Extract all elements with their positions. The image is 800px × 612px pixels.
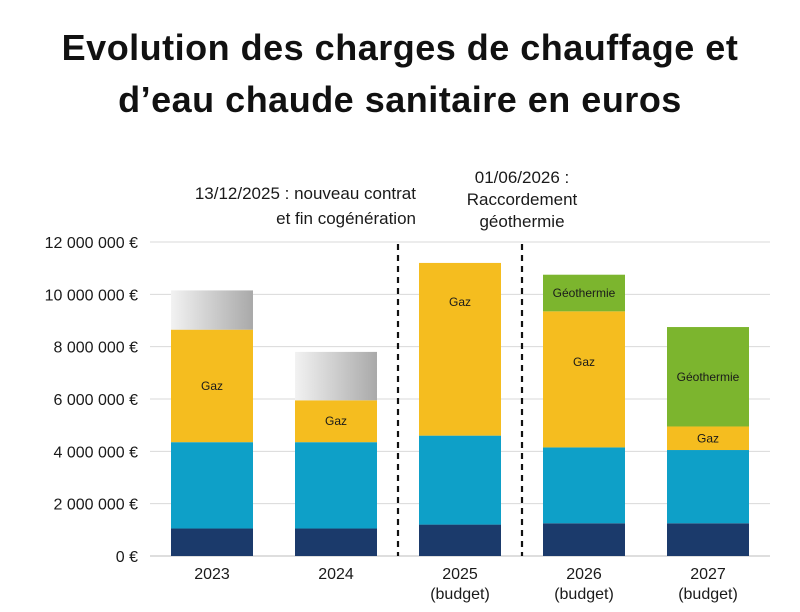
bar-segment-blue bbox=[543, 447, 625, 524]
y-tick-label: 4 000 000 € bbox=[53, 444, 138, 461]
bar-segment-geothermie bbox=[667, 327, 749, 427]
bar-segment-blue bbox=[419, 435, 501, 525]
x-category-sublabel: (budget) bbox=[554, 586, 614, 603]
bar-segment-gaz bbox=[667, 426, 749, 451]
segment-label-gaz: Gaz bbox=[325, 414, 347, 428]
bar-segment-gaz bbox=[171, 329, 253, 443]
segment-label-gaz: Gaz bbox=[573, 355, 595, 369]
bar-segment-grey bbox=[295, 351, 377, 401]
chart-title: Evolution des charges de chauffage et d’… bbox=[0, 22, 800, 126]
y-tick-label: 2 000 000 € bbox=[53, 497, 138, 514]
y-tick-label: 8 000 000 € bbox=[53, 340, 138, 357]
segment-label-gaz: Gaz bbox=[201, 379, 223, 393]
x-category-label: 2026 bbox=[566, 566, 602, 583]
bar-segment-blue bbox=[295, 442, 377, 529]
y-tick-label: 6 000 000 € bbox=[53, 392, 138, 409]
bar-segment-gaz bbox=[295, 400, 377, 443]
bar-segment-gaz bbox=[419, 262, 501, 436]
bar-segment-geothermie bbox=[543, 274, 625, 312]
segment-labels: Gaz Gaz Gaz Gaz Géothermie Gaz Géothermie bbox=[201, 286, 740, 445]
bar-segment-gaz bbox=[543, 311, 625, 448]
annotation-line: et fin cogénération bbox=[276, 209, 416, 228]
segment-label-geothermie: Géothermie bbox=[553, 286, 616, 300]
x-category-label: 2027 bbox=[690, 566, 726, 583]
bar-segment-base bbox=[419, 524, 501, 556]
x-category-label: 2025 bbox=[442, 566, 478, 583]
bars bbox=[171, 262, 749, 556]
title-line-1: Evolution des charges de chauffage et bbox=[61, 27, 739, 68]
annotation-line: 13/12/2025 : nouveau contrat bbox=[195, 184, 416, 203]
annotations: 13/12/2025 : nouveau contrat et fin cogén… bbox=[195, 168, 578, 231]
segment-label-geothermie: Géothermie bbox=[677, 370, 740, 384]
bar-segment-base bbox=[295, 528, 377, 556]
x-category-label: 2024 bbox=[318, 566, 354, 583]
bar-segment-base bbox=[543, 523, 625, 556]
x-axis-categories: 2023 2024 2025 (budget) 2026 (budget) 2027 (bud… bbox=[194, 566, 738, 603]
title-line-2: d’eau chaude sanitaire en euros bbox=[118, 79, 682, 120]
y-tick-label: 10 000 000 € bbox=[45, 287, 139, 304]
annotation-line: 01/06/2026 : bbox=[475, 168, 570, 187]
bar-segment-base bbox=[171, 528, 253, 556]
x-category-label: 2023 bbox=[194, 566, 230, 583]
annotation-line: géothermie bbox=[479, 212, 564, 231]
x-category-sublabel: (budget) bbox=[430, 586, 490, 603]
bar-segment-base bbox=[667, 523, 749, 556]
y-tick-label: 0 € bbox=[116, 549, 138, 566]
x-category-sublabel: (budget) bbox=[678, 586, 738, 603]
segment-label-gaz: Gaz bbox=[449, 295, 471, 309]
bar-segment-blue bbox=[667, 450, 749, 524]
y-tick-label: 12 000 000 € bbox=[45, 235, 139, 252]
segment-label-gaz: Gaz bbox=[697, 431, 719, 445]
bar-segment-blue bbox=[171, 442, 253, 529]
event-markers bbox=[396, 244, 524, 556]
bar-segment-grey bbox=[171, 290, 253, 330]
annotation-line: Raccordement bbox=[467, 190, 578, 209]
y-axis-ticks: 0 € 2 000 000 € 4 000 000 € 6 000 000 € 8 00… bbox=[45, 235, 139, 566]
